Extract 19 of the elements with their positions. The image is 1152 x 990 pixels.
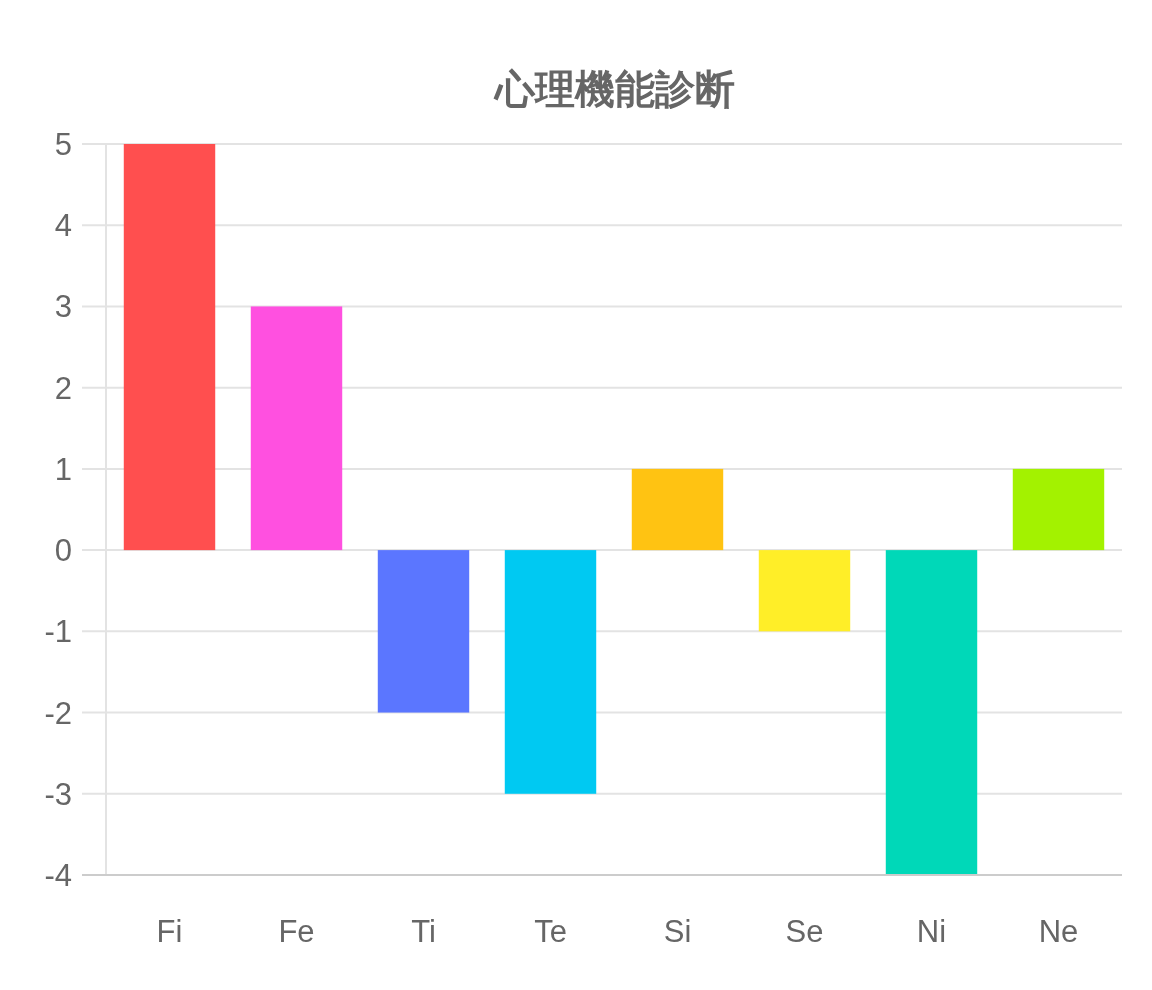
x-tick-label: Fi — [156, 914, 183, 949]
y-tick-label: -2 — [44, 695, 72, 731]
y-tick-label: 5 — [54, 127, 72, 162]
chart-title: 心理機能診断 — [493, 67, 735, 111]
y-tick-label: -1 — [44, 614, 72, 650]
x-tick-label: Fe — [278, 914, 315, 949]
y-tick-label: -3 — [44, 776, 72, 812]
y-tick-label: 4 — [54, 208, 72, 244]
y-tick-label: 0 — [54, 533, 72, 569]
y-tick-label: 3 — [54, 289, 72, 325]
y-tick-label: -4 — [44, 858, 72, 893]
y-tick-label: 2 — [54, 370, 72, 406]
y-tick-label: 1 — [54, 451, 72, 487]
x-tick-label: Si — [663, 914, 692, 949]
x-tick-label: Ni — [916, 914, 947, 949]
x-tick-label: Se — [785, 914, 824, 949]
x-tick-label: Te — [534, 914, 567, 949]
x-tick-label: Ne — [1038, 914, 1079, 949]
x-tick-label: Ti — [411, 914, 436, 949]
